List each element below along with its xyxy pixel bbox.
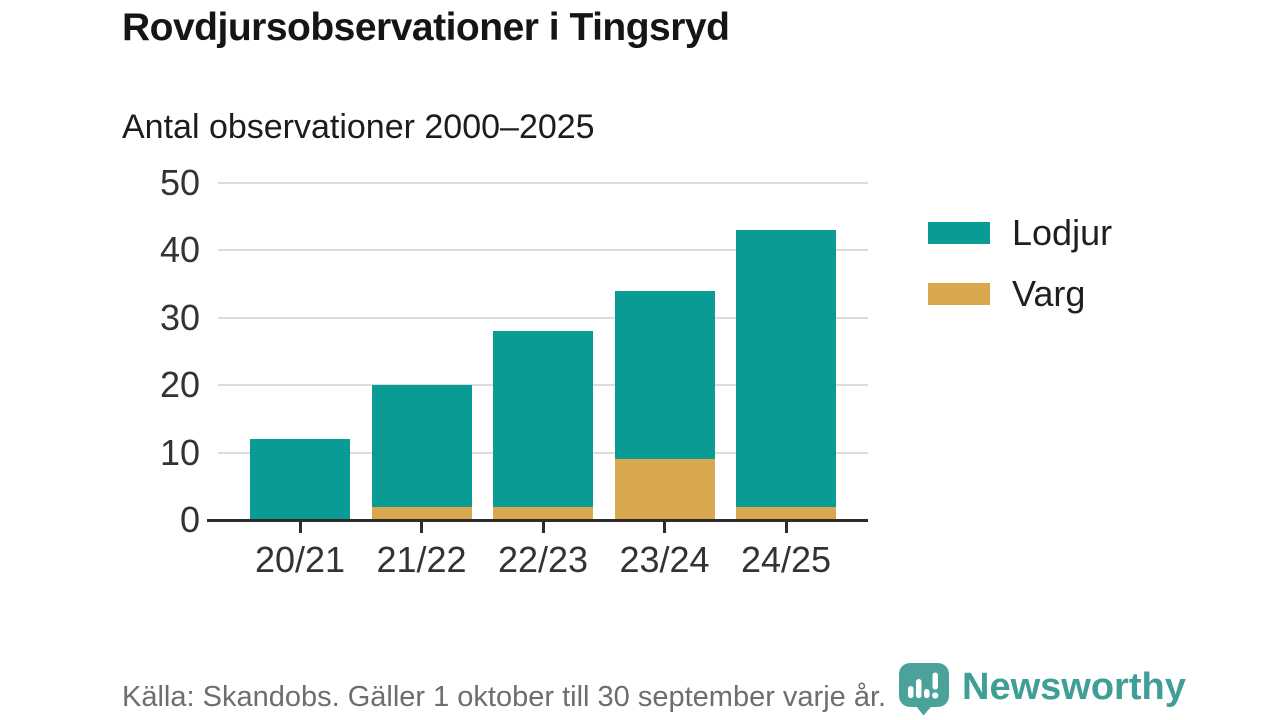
- legend-item-lodjur: Lodjur: [928, 215, 1112, 251]
- bar-segment-lodjur-21-22: [371, 385, 472, 507]
- legend-label-varg: Varg: [1012, 273, 1086, 314]
- mini-bar-chart-glyph: [908, 672, 939, 699]
- y-axis-tick-label: 50: [159, 162, 200, 203]
- y-axis-tick-label: 40: [159, 229, 200, 271]
- x-axis-tick: [298, 522, 302, 533]
- x-axis-category-label: 22/23: [497, 539, 589, 580]
- x-axis-tick: [663, 522, 666, 533]
- y-axis-tick-label: 0: [179, 499, 200, 540]
- x-axis-category-label: 21/22: [376, 539, 467, 580]
- x-axis-tick: [541, 522, 545, 533]
- newsworthy-logo-icon: [899, 663, 949, 716]
- x-axis-line: [207, 519, 868, 522]
- y-axis-tick-label: 10: [159, 431, 200, 473]
- y-axis-tick-label: 20: [159, 364, 200, 406]
- bar-segment-varg-24-25: [736, 506, 836, 520]
- legend-swatch-lodjur: [928, 222, 990, 244]
- bar-segment-lodjur-22-23: [493, 331, 593, 507]
- gridline-y40: [218, 249, 868, 252]
- bar-segment-lodjur-20-21: [250, 439, 350, 520]
- chart-title: Rovdjursobservationer i Tingsryd: [122, 6, 730, 49]
- bar-segment-lodjur-23-24: [614, 290, 715, 460]
- branding: Newsworthy: [896, 659, 1186, 716]
- x-axis-category-label: 24/25: [740, 539, 832, 580]
- x-axis-category-label: 20/21: [254, 539, 346, 580]
- x-axis-category-label: 23/24: [619, 539, 710, 580]
- speech-bubble-shape: [899, 663, 949, 716]
- bar-segment-varg-22-23: [493, 506, 593, 520]
- x-axis-tick: [420, 522, 423, 533]
- gridline-y50: [218, 182, 868, 184]
- legend-swatch-varg: [928, 283, 990, 305]
- bar-segment-varg-21-22: [371, 506, 472, 520]
- source-note: Källa: Skandobs. Gäller 1 oktober till 3…: [122, 681, 887, 713]
- y-axis-tick-label: 30: [159, 296, 200, 338]
- gridline-y30: [218, 316, 868, 319]
- chart-legend: Lodjur Varg: [928, 215, 1112, 337]
- bar-segment-lodjur-24-25: [736, 230, 836, 507]
- bar-segment-varg-23-24: [614, 459, 715, 520]
- chart-subtitle: Antal observationer 2000–2025: [122, 108, 595, 146]
- legend-item-varg: Varg: [928, 276, 1112, 312]
- brand-name: Newsworthy: [962, 666, 1186, 708]
- legend-label-lodjur: Lodjur: [1012, 212, 1113, 253]
- x-axis-tick: [784, 522, 788, 533]
